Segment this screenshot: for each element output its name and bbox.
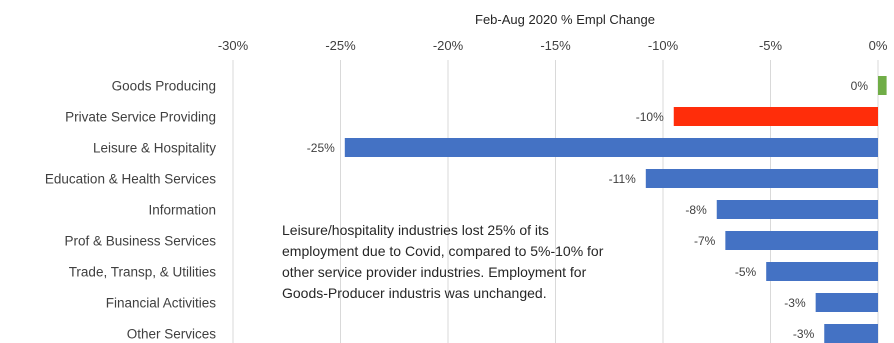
bar (815, 293, 878, 312)
data-label: -5% (735, 265, 757, 279)
category-label: Goods Producing (112, 79, 216, 94)
data-label: -11% (609, 172, 636, 186)
x-tick-label: 0% (869, 38, 888, 53)
data-label: -10% (636, 110, 664, 124)
x-tick-label: -20% (433, 38, 464, 53)
bar (716, 200, 878, 219)
data-label: 0% (851, 79, 869, 93)
category-label: Financial Activities (106, 296, 217, 311)
data-label: -3% (784, 296, 806, 310)
data-label: -3% (793, 327, 815, 341)
x-tick-label: -10% (648, 38, 679, 53)
x-tick-label: -25% (325, 38, 356, 53)
bars (344, 76, 887, 343)
x-tick-label: -15% (540, 38, 571, 53)
category-label: Education & Health Services (45, 172, 216, 187)
chart-title: Feb-Aug 2020 % Empl Change (475, 12, 655, 27)
x-axis-ticks: -30% -25% -20% -15% -10% -5% 0% (218, 38, 888, 53)
category-label: Information (148, 203, 216, 218)
data-label: -7% (694, 234, 716, 248)
category-label: Private Service Providing (65, 110, 216, 125)
annotation-text: Leisure/hospitality industries lost 25% … (282, 222, 604, 301)
category-label: Other Services (127, 327, 217, 342)
bar (824, 324, 878, 343)
data-label: -8% (685, 203, 707, 217)
x-tick-label: -5% (759, 38, 783, 53)
category-labels: Goods Producing Private Service Providing… (45, 79, 216, 342)
x-tick-label: -30% (218, 38, 249, 53)
bar (645, 169, 878, 188)
category-label: Trade, Transp, & Utilities (69, 265, 217, 280)
category-label: Leisure & Hospitality (93, 141, 216, 156)
bar (766, 262, 878, 281)
category-label: Prof & Business Services (64, 234, 216, 249)
bar (344, 138, 878, 157)
data-label: -25% (307, 141, 335, 155)
bar (725, 231, 878, 250)
bar (878, 76, 887, 95)
bar (673, 107, 878, 126)
data-labels: 0% -10% -25% -11% -8% -7% -5% -3% -3% (307, 79, 869, 341)
